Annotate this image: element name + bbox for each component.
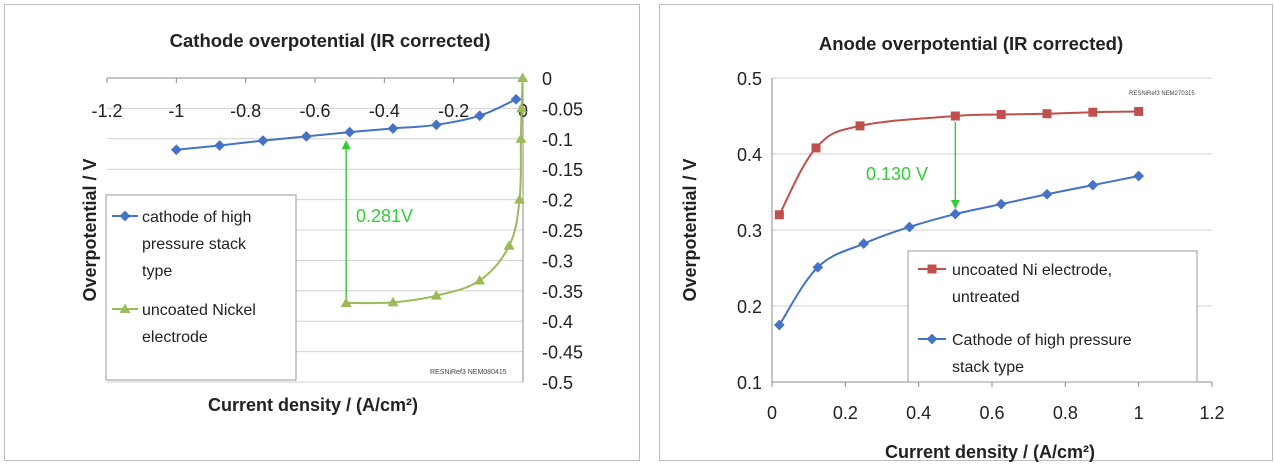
x-tick-label: 0.2 (833, 403, 858, 423)
y-tick-label: -0.15 (542, 160, 583, 180)
data-point-diamond (300, 130, 312, 142)
x-tick-label: -0.4 (369, 101, 400, 121)
data-point-diamond (904, 221, 915, 233)
y-axis-label: Overpotential / V (80, 158, 100, 301)
cathode-chart-panel: Cathode overpotential (IR corrected) -1.… (4, 4, 640, 461)
y-tick-label: 0.3 (737, 221, 762, 241)
x-tick-label: -1.2 (91, 101, 122, 121)
x-axis-label: Current density / (A/cm²) (885, 442, 1095, 462)
data-point-triangle (515, 133, 527, 143)
annotation-arrow (950, 122, 960, 210)
arrow-head (950, 200, 960, 210)
y-tick-label: 0 (542, 69, 552, 89)
legend-label-cathode: cathode of high pressure stack type (142, 209, 256, 280)
data-point-triangle (503, 240, 515, 250)
data-point-diamond (387, 123, 399, 134)
x-tick-label: 0.6 (979, 403, 1004, 423)
data-point-diamond (214, 140, 226, 151)
x-tick-label: -1 (168, 101, 184, 121)
data-point-diamond (257, 135, 269, 146)
data-point-triangle (516, 102, 528, 113)
anode-chart-panel: Anode overpotential (IR corrected) 0 0.2 0… (659, 0, 1274, 465)
data-point-square (950, 111, 960, 121)
legend: cathode of high pressure stack type unco… (105, 194, 297, 381)
x-tick-label: 0.8 (1053, 403, 1078, 423)
data-point-diamond (773, 319, 785, 331)
legend: uncoated Ni electrode, untreated Cathode… (907, 250, 1198, 383)
y-tick-label: -0.5 (542, 373, 573, 393)
data-point-diamond (858, 238, 870, 250)
data-point-diamond (1041, 188, 1053, 200)
data-point-triangle (430, 290, 442, 300)
series-line (778, 110, 1139, 216)
data-point-square (1134, 106, 1144, 116)
data-point-diamond (1087, 179, 1099, 191)
anode-chart-frame (659, 4, 1273, 461)
data-point-diamond (1133, 170, 1145, 182)
x-tick-label: 0 (767, 403, 777, 423)
data-point-square (1088, 107, 1098, 117)
y-tick-label: 0.1 (737, 373, 762, 393)
gap-annotation: 0.281V (356, 206, 413, 226)
y-tick-label: -0.2 (542, 191, 573, 211)
y-tick-label: -0.45 (542, 343, 583, 363)
x-tick-label: 1.2 (1199, 403, 1224, 423)
data-point-triangle (474, 274, 486, 285)
y-tick-label: 0.5 (737, 69, 762, 89)
y-axis-label: Overpotential / V (680, 158, 700, 301)
data-point-square (1042, 109, 1052, 119)
x-tick-label: -0.6 (299, 101, 330, 121)
x-tick-labels: 0 0.2 0.4 0.6 0.8 1 1.2 (767, 403, 1225, 423)
chart-title: Anode overpotential (IR corrected) (819, 33, 1123, 54)
chart-title: Cathode overpotential (IR corrected) (170, 30, 491, 51)
legend-box (907, 250, 1198, 383)
y-tick-label: -0.3 (542, 251, 573, 271)
x-tick-label: 1 (1134, 403, 1144, 423)
x-tick-label: -0.8 (230, 101, 261, 121)
arrow-head (341, 140, 351, 150)
source-note: RESNiRef3 NEM080415 (430, 369, 507, 376)
x-tick-label: 0.4 (906, 403, 931, 423)
data-point-diamond (344, 126, 356, 138)
data-point-diamond (170, 144, 182, 156)
legend-marker-triangle (119, 303, 131, 313)
y-tick-label: 0.2 (737, 297, 762, 317)
legend-marker-square (927, 264, 937, 274)
data-point-square (811, 143, 821, 153)
data-point-diamond (474, 110, 486, 122)
y-tick-label: -0.05 (542, 99, 583, 119)
anode-chart-svg: Anode overpotential (IR corrected) 0 0.2 0… (680, 33, 1225, 462)
y-tick-label: -0.25 (542, 221, 583, 241)
y-tick-label: -0.1 (542, 130, 573, 150)
y-tick-label: 0.4 (737, 145, 762, 165)
data-point-square (855, 121, 865, 131)
cathode-chart-svg: Cathode overpotential (IR corrected) -1.… (80, 30, 583, 415)
y-tick-label: -0.35 (542, 282, 583, 302)
gap-annotation: 0.130 V (866, 164, 928, 184)
data-point-triangle (517, 72, 529, 82)
data-point-diamond (430, 119, 442, 131)
data-point-square (774, 210, 784, 220)
y-tick-labels: 0 -0.05 -0.1 -0.15 -0.2 -0.25 -0.3 -0.35 -0.4 -0.… (542, 69, 583, 393)
x-tick-labels: -1.2-1-0.8-0.6-0.4-0.20 (91, 101, 528, 121)
data-point-square (996, 109, 1006, 119)
y-tick-labels: 0.1 0.2 0.3 0.4 0.5 (737, 69, 762, 393)
legend-label-ni: uncoated Ni electrode, untreated (952, 262, 1117, 306)
legend-box (105, 194, 297, 381)
data-point-triangle (340, 297, 352, 307)
legend-label-cathode: Cathode of high pressure stack type (952, 332, 1136, 376)
annotation-arrow (341, 140, 351, 299)
y-tick-label: -0.4 (542, 312, 573, 332)
data-point-diamond (949, 208, 961, 220)
x-axis-label: Current density / (A/cm²) (208, 395, 418, 415)
legend-label-nickel: uncoated Nickel electrode (142, 302, 260, 346)
data-point-triangle (514, 194, 526, 204)
data-point-diamond (995, 198, 1007, 210)
cathode-chart-frame (4, 4, 640, 461)
source-note: RESNiRef3 NEM270315 (1129, 91, 1195, 97)
data-point-triangle (387, 296, 399, 307)
x-tick-label: -0.2 (438, 101, 469, 121)
